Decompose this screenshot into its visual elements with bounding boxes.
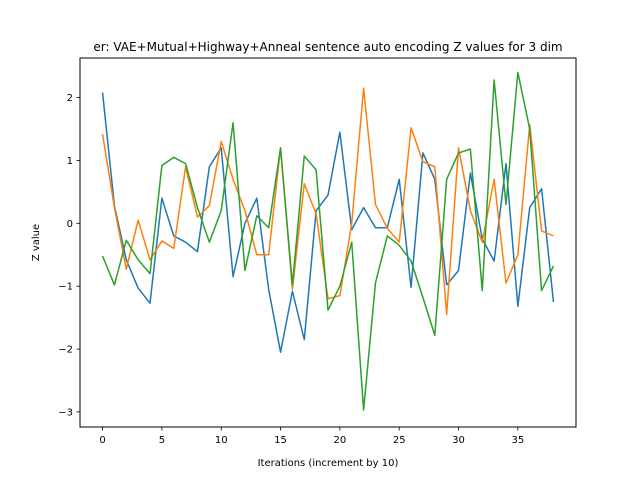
x-tick-label: 30 [452, 435, 465, 446]
chart-title: er: VAE+Mutual+Highway+Anneal sentence a… [93, 40, 562, 54]
y-axis-ticks: −3 −2 −1 0 1 2 [58, 93, 80, 418]
x-axis-label: Iterations (increment by 10) [258, 458, 399, 469]
y-tick-label: −3 [58, 407, 73, 418]
y-tick-label: 2 [67, 93, 73, 104]
x-tick-label: 0 [99, 435, 105, 446]
series-line-1 [101, 92, 555, 353]
series-line-2 [101, 87, 554, 316]
x-tick-label: 20 [333, 435, 346, 446]
y-axis-label: Z value [31, 224, 42, 261]
x-tick-label: 35 [511, 435, 524, 446]
x-tick-label: 5 [159, 435, 165, 446]
y-tick-label: −1 [58, 282, 73, 293]
x-tick-label: 25 [393, 435, 406, 446]
series-layer [101, 71, 555, 411]
plot-frame [79, 57, 577, 428]
y-tick-label: 1 [67, 156, 73, 167]
x-axis-ticks: 0 5 10 15 20 25 30 35 [99, 427, 524, 446]
y-tick-label: 0 [67, 219, 73, 230]
x-tick-label: 15 [274, 435, 287, 446]
x-tick-label: 10 [215, 435, 228, 446]
series-line-3 [101, 71, 555, 411]
y-tick-label: −2 [58, 345, 73, 356]
